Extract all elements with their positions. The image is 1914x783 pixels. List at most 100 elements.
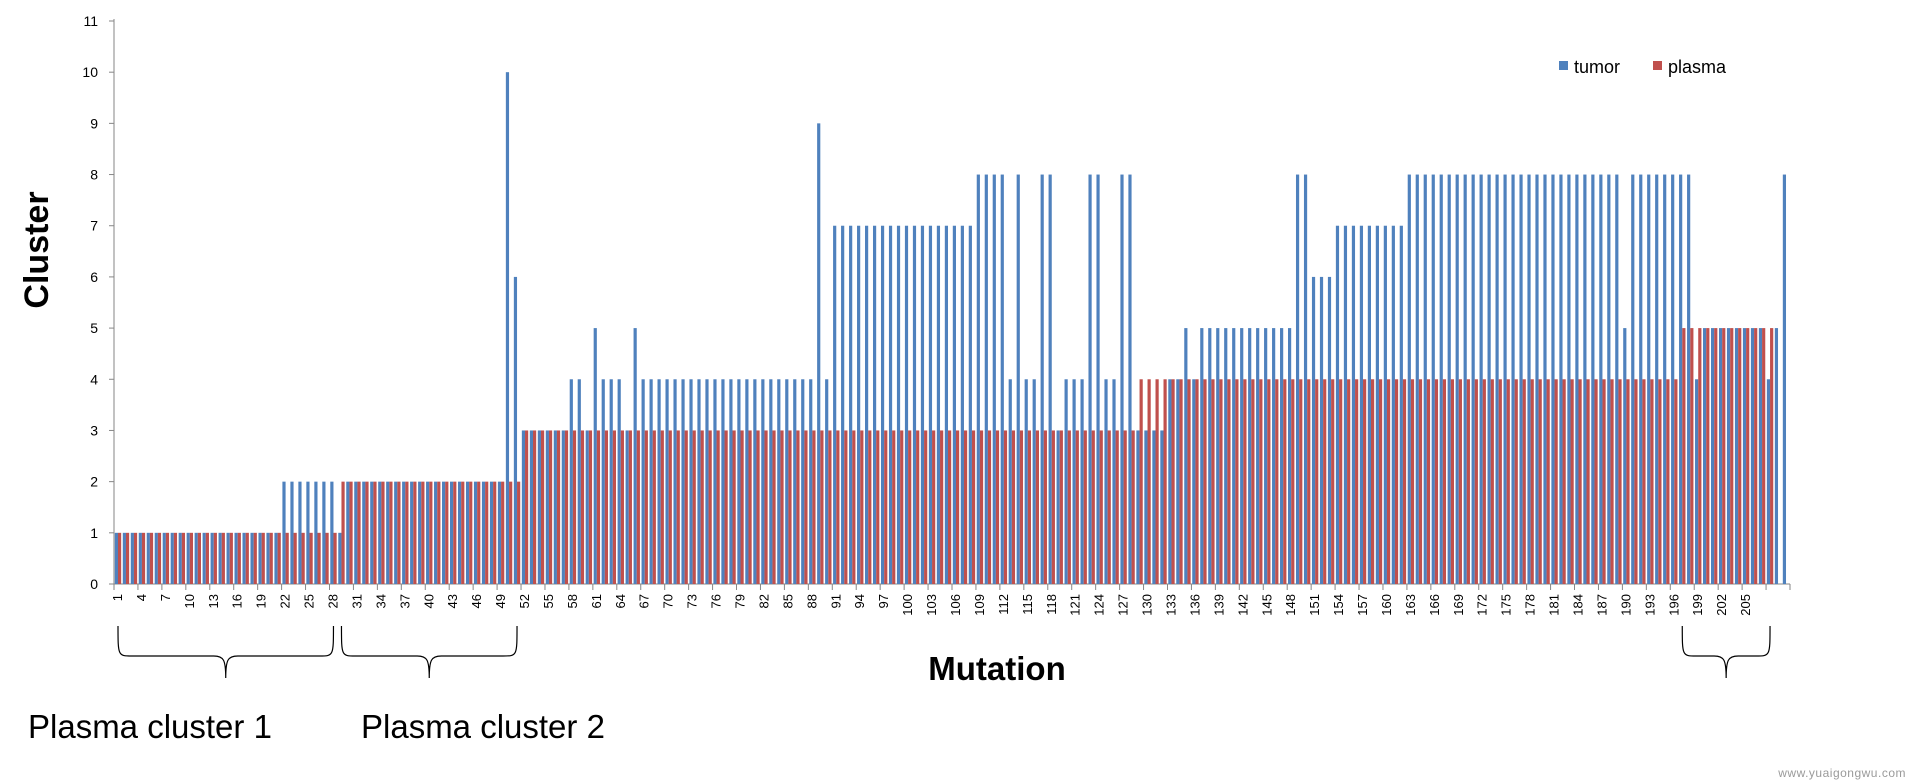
plasma-bar (1067, 430, 1071, 584)
plasma-bar (1339, 379, 1343, 584)
tumor-bar (1343, 225, 1348, 585)
tumor-bar (1750, 328, 1755, 584)
x-tick-label: 199 (1690, 594, 1705, 616)
plasma-bar (421, 481, 425, 584)
plasma-bar (509, 481, 513, 584)
plasma-bar (780, 430, 784, 584)
tumor-bar (1224, 328, 1228, 584)
plasma-bar (716, 430, 720, 584)
tumor-bar (130, 532, 134, 584)
plasma-bar (1027, 430, 1032, 584)
x-tick-label: 43 (445, 594, 460, 608)
tumor-bar (641, 379, 645, 584)
tumor-bar (809, 379, 813, 584)
plasma-bar (820, 430, 824, 584)
tumor-bar (960, 225, 964, 585)
x-tick-label: 22 (278, 594, 293, 608)
plasma-bar (413, 481, 417, 584)
tumor-bar (1160, 430, 1164, 584)
tumor-bar (138, 532, 142, 584)
plasma-bar (429, 481, 433, 584)
tumor-bar (936, 225, 941, 585)
watermark: www.yuaigongwu.com (1777, 766, 1906, 780)
plasma-bar (205, 532, 209, 584)
tumor-bar (920, 225, 925, 585)
x-tick-label: 196 (1666, 594, 1681, 616)
tumor-bar (1208, 328, 1212, 584)
x-tick-label: 163 (1403, 594, 1418, 616)
tumor-bar (673, 379, 677, 584)
tumor-bar (1655, 174, 1659, 585)
plasma-bar (892, 430, 896, 584)
y-tick-label: 0 (90, 576, 98, 592)
plasma-bar (796, 430, 800, 584)
plasma-bar (1586, 379, 1590, 584)
x-tick-label: 94 (852, 594, 867, 608)
plasma-bar (1674, 379, 1678, 584)
plasma-bar (540, 430, 545, 584)
tumor-bar (1280, 328, 1284, 584)
annotation-brace (340, 625, 518, 679)
tumor-bar (465, 481, 470, 584)
plasma-bar (1546, 379, 1550, 584)
tumor-bar (1064, 379, 1068, 584)
plasma-bar (1522, 379, 1526, 584)
x-tick-label: 205 (1738, 594, 1753, 616)
plasma-bar (277, 532, 281, 584)
tumor-bar (1718, 328, 1723, 584)
plasma-bar (1107, 430, 1111, 584)
tumor-bar (1742, 328, 1747, 584)
x-tick-label: 202 (1714, 594, 1729, 616)
x-tick-label: 10 (182, 594, 197, 608)
tumor-bar (1671, 174, 1675, 585)
plasma-bar (995, 430, 1000, 584)
x-tick-label: 178 (1523, 594, 1538, 616)
x-tick-label: 145 (1259, 594, 1274, 616)
x-tick-label: 52 (517, 594, 532, 608)
plasma-bar (1682, 328, 1686, 584)
x-tick-label: 91 (828, 594, 843, 608)
x-tick-label: 175 (1499, 594, 1514, 616)
tumor-bar (697, 379, 701, 584)
tumor-bar (1575, 174, 1579, 585)
tumor-bar (1272, 328, 1276, 584)
plasma-bar (293, 532, 297, 584)
tumor-bar (729, 379, 733, 584)
tumor-bar (426, 481, 430, 584)
tumor-bar (665, 379, 669, 584)
plasma-bar (1562, 379, 1566, 584)
tumor-bar (537, 430, 541, 584)
plasma-bar (1275, 379, 1279, 584)
tumor-bar (1056, 430, 1060, 584)
x-tick-label: 7 (158, 594, 173, 601)
tumor-bar (1024, 379, 1028, 584)
plasma-bar (333, 532, 337, 584)
plasma-bar (1402, 379, 1407, 584)
tumor-bar (849, 225, 853, 585)
plasma-bar (876, 430, 880, 584)
tumor-bar (1176, 379, 1180, 584)
tumor-bar (769, 379, 773, 584)
tumor-bar (1535, 174, 1539, 585)
tumor-bar (801, 379, 805, 584)
annotation-label: Plasma cluster 2 (361, 708, 605, 745)
tumor-bar (896, 225, 901, 585)
tumor-bar (1367, 225, 1371, 585)
tumor-bar (992, 174, 996, 585)
tumor-bar (1726, 328, 1731, 584)
plasma-bar (1434, 379, 1439, 584)
plasma-bar (133, 532, 138, 584)
plasma-bar (628, 430, 632, 584)
x-axis-title: Mutation (928, 650, 1065, 687)
plasma-bar (301, 532, 305, 584)
tumor-bar (226, 532, 230, 584)
plasma-bar (580, 430, 585, 584)
tumor-bar (1695, 379, 1699, 584)
tumor-bar (521, 430, 526, 584)
tumor-bar (1264, 328, 1268, 584)
plasma-bar (1602, 379, 1606, 584)
tumor-bar (1351, 225, 1356, 585)
plasma-bar (884, 430, 888, 584)
y-tick-label: 3 (90, 422, 98, 438)
tumor-bar (745, 379, 749, 584)
